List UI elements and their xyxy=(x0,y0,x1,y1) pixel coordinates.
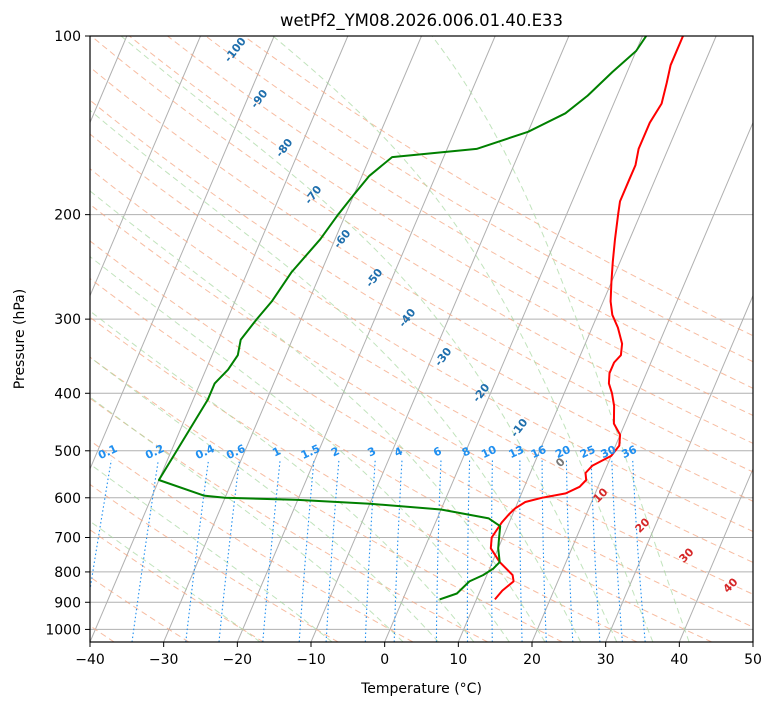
x-tick-label: 50 xyxy=(744,652,762,668)
isotherm-line xyxy=(457,36,717,642)
y-tick-label: 300 xyxy=(54,312,81,328)
dry-adiabat xyxy=(205,36,753,363)
mixing-ratio-line xyxy=(218,460,240,642)
dry-adiabat xyxy=(90,203,753,595)
isotherm-line xyxy=(605,294,753,642)
mixing-ratio-line xyxy=(262,460,281,642)
x-axis-title: Temperature (°C) xyxy=(360,681,482,697)
y-tick-label: 900 xyxy=(54,595,81,611)
dry-adiabat xyxy=(90,316,638,642)
isotherm-line xyxy=(678,467,753,642)
moist-adiabat xyxy=(90,255,510,642)
dry-adiabat xyxy=(90,36,753,444)
mixing-ratio-line xyxy=(90,460,112,594)
plot-content xyxy=(90,36,753,642)
y-tick-label: 1000 xyxy=(45,622,81,638)
mixing-ratio-label: 36 xyxy=(620,443,640,461)
x-tick-label: 10 xyxy=(449,652,467,668)
isotherm-line xyxy=(90,36,275,471)
y-axis-title: Pressure (hPa) xyxy=(12,289,28,389)
dry-adiabat xyxy=(90,66,753,473)
moist-adiabat xyxy=(90,396,404,642)
moist-adiabat xyxy=(90,190,546,642)
mixing-ratio-label: 25 xyxy=(578,443,597,461)
isotherm-line xyxy=(90,36,349,642)
isotherm-line xyxy=(236,36,496,642)
axes: −40 −30 −20 −10 0 10 20 30 40 50 100 200 300 400 500 60… xyxy=(45,29,762,668)
chart-title: wetPf2_YM08.2026.006.01.40.E33 xyxy=(280,11,563,31)
mixing-ratio-label: 30 xyxy=(599,443,619,461)
dewpoint-profile xyxy=(157,36,648,601)
x-tick-label: −20 xyxy=(223,652,253,668)
x-tick-label: 0 xyxy=(380,652,389,668)
dry-adiabat xyxy=(90,356,563,642)
y-tick-label: 800 xyxy=(54,565,81,581)
moist-adiabat xyxy=(90,310,475,642)
mixing-ratio-label: 16 xyxy=(529,443,549,461)
dry-adiabat xyxy=(167,36,753,389)
y-tick-label: 200 xyxy=(54,208,81,224)
dry-adiabat xyxy=(90,99,753,502)
moist-adiabat xyxy=(90,520,261,642)
isotherm-line xyxy=(752,640,753,642)
y-tick-label: 700 xyxy=(54,531,81,547)
y-tick-label: 600 xyxy=(54,491,81,507)
plot-area xyxy=(90,36,753,642)
isotherm-line xyxy=(384,36,643,642)
y-tick-label: 100 xyxy=(54,29,81,45)
x-tick-label: 20 xyxy=(523,652,541,668)
dry-adiabat xyxy=(243,36,753,337)
mixing-ratio-label: 10 xyxy=(479,443,499,461)
dry-adiabat xyxy=(90,240,753,628)
mixing-ratio-line xyxy=(131,460,159,642)
moist-adiabat xyxy=(272,36,654,642)
isotherm-line xyxy=(163,36,422,642)
x-tick-label: 40 xyxy=(670,652,688,668)
isotherm-line xyxy=(90,36,201,297)
dry-adiabat xyxy=(129,36,753,417)
x-tick-label: 30 xyxy=(597,652,615,668)
temperature-profile xyxy=(489,36,684,601)
dry-adiabat xyxy=(90,133,753,533)
plot-frame xyxy=(89,35,754,643)
x-tick-label: −30 xyxy=(149,652,179,668)
isotherm-line xyxy=(531,121,753,642)
dry-adiabat xyxy=(90,440,414,642)
mixing-ratio-label: 13 xyxy=(507,443,526,461)
dry-adiabat xyxy=(90,168,753,563)
mixing-ratio-line xyxy=(185,460,210,642)
moist-adiabat xyxy=(90,463,333,642)
moist-adiabat xyxy=(90,356,439,642)
x-tick-label: −10 xyxy=(296,652,326,668)
y-tick-label: 400 xyxy=(54,386,81,402)
moist-adiabat xyxy=(431,36,690,642)
y-tick-label: 500 xyxy=(54,444,81,460)
mixing-ratio-label: 20 xyxy=(553,443,573,461)
dry-adiabat xyxy=(90,483,339,642)
x-tick-label: −40 xyxy=(75,652,105,668)
moist-adiabat xyxy=(120,36,618,642)
